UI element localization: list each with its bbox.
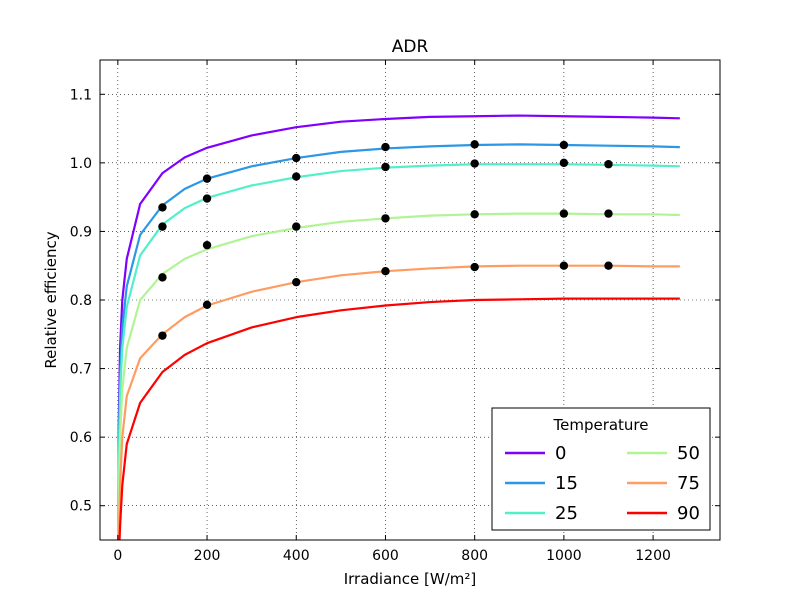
- data-point-75: [559, 261, 569, 270]
- data-point-50: [292, 222, 301, 231]
- x-tick-label: 1000: [546, 548, 582, 564]
- data-point-25: [604, 160, 613, 169]
- data-point-50: [559, 209, 569, 218]
- legend-box: [491, 407, 711, 531]
- data-point-75: [158, 331, 167, 340]
- data-point-50: [381, 214, 390, 223]
- data-point-15: [470, 140, 479, 149]
- y-tick-label: 0.5: [70, 499, 92, 515]
- data-point-15: [158, 203, 167, 212]
- series-line-25: [117, 163, 680, 540]
- x-tick-label: 800: [461, 548, 488, 564]
- data-point-25: [202, 194, 212, 203]
- y-tick-label: 0.6: [70, 430, 92, 446]
- x-tick-label: 600: [372, 548, 399, 564]
- data-point-50: [604, 209, 613, 218]
- data-point-25: [292, 172, 301, 181]
- y-tick-label: 0.8: [70, 293, 92, 309]
- legend-label-0: 0: [555, 443, 566, 464]
- data-point-15: [559, 140, 569, 150]
- legend-label-90: 90: [677, 503, 700, 524]
- legend-label-25: 25: [555, 503, 578, 524]
- y-axis-ticks: 0.5 0.6 0.7 0.8 0.9 1.0 1.1: [70, 87, 720, 515]
- data-point-75: [202, 300, 212, 309]
- x-axis-ticks: 0 200 400 600 800 1000 1200: [113, 60, 671, 564]
- x-axis-label: Irradiance [W/m²]: [344, 570, 477, 588]
- series-line-50: [117, 212, 680, 540]
- data-point-75: [381, 267, 390, 276]
- y-tick-label: 0.7: [70, 362, 92, 378]
- legend: Temperature 0 15 25 50 75 90: [491, 407, 711, 531]
- legend-label-75: 75: [677, 473, 700, 494]
- legend-label-50: 50: [677, 443, 700, 464]
- chart-title: ADR: [392, 37, 429, 57]
- x-tick-label: 400: [283, 548, 310, 564]
- series-line-90: [118, 297, 680, 540]
- series-line-0: [117, 114, 680, 540]
- data-point-25: [158, 222, 167, 231]
- data-point-25: [470, 159, 479, 168]
- data-point-75: [470, 262, 479, 272]
- y-tick-label: 1.1: [70, 87, 92, 103]
- x-tick-label: 0: [113, 548, 122, 564]
- series-curves: [117, 114, 680, 540]
- data-point-15: [381, 142, 390, 152]
- y-tick-label: 1.0: [70, 156, 92, 172]
- data-point-75: [292, 277, 301, 287]
- legend-title: Temperature: [552, 416, 648, 434]
- legend-label-15: 15: [555, 473, 578, 494]
- data-point-25: [381, 162, 390, 172]
- series-points: [158, 140, 613, 340]
- data-point-50: [158, 273, 167, 282]
- data-point-75: [604, 261, 613, 270]
- data-point-50: [202, 240, 212, 250]
- data-point-50: [470, 210, 479, 219]
- data-point-25: [559, 158, 569, 168]
- data-point-15: [292, 153, 301, 163]
- x-tick-label: 1200: [635, 548, 671, 564]
- y-tick-label: 0.9: [70, 224, 92, 240]
- data-point-15: [202, 174, 212, 183]
- series-line-15: [117, 143, 680, 540]
- y-axis-label: Relative efficiency: [42, 231, 60, 368]
- x-tick-label: 200: [194, 548, 221, 564]
